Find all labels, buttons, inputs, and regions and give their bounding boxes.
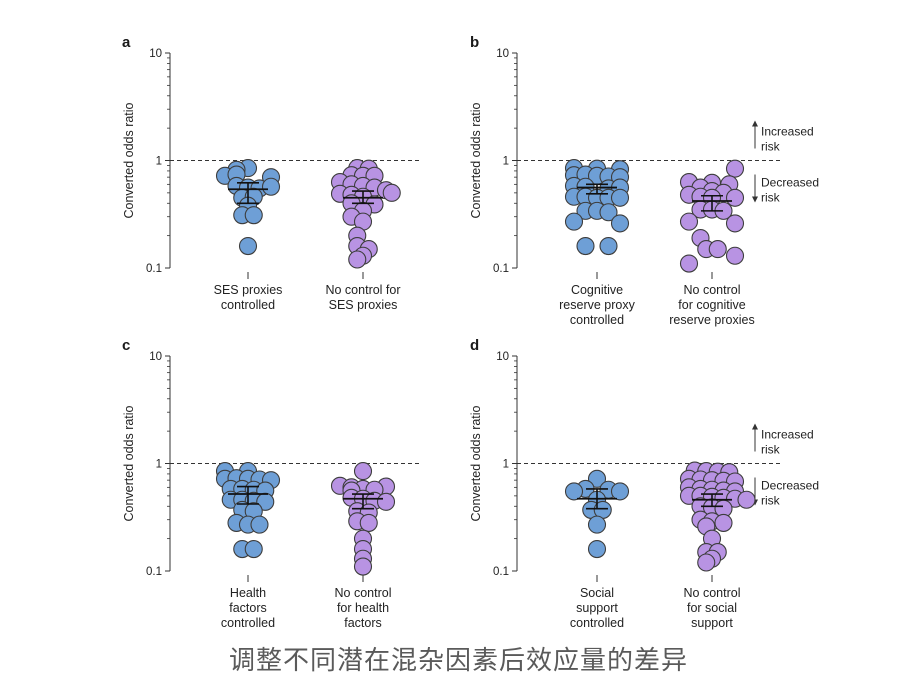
decreased-risk-label: Decreased [761, 176, 819, 190]
y-tick-label: 0.1 [493, 263, 509, 275]
x-tick-label: reserve proxy [559, 298, 635, 312]
data-point [599, 203, 618, 222]
y-tick-label: 10 [496, 351, 509, 363]
data-point [376, 492, 396, 511]
data-point [353, 462, 373, 481]
panel-letter: a [122, 34, 131, 51]
decreased-risk-label: risk [761, 191, 781, 205]
data-point [599, 237, 618, 256]
y-tick-label: 0.1 [493, 566, 509, 578]
x-tick-label: SES proxies [329, 298, 398, 312]
increased-risk-label: risk [761, 140, 781, 154]
y-tick-label: 10 [149, 48, 162, 60]
x-tick-label: controlled [221, 298, 275, 312]
y-tick-label: 1 [503, 156, 509, 168]
panel-letter: c [122, 337, 130, 354]
x-tick-label: No control for [325, 283, 400, 297]
x-tick-label: factors [344, 616, 382, 630]
y-axis-label: Converted odds ratio [469, 405, 483, 521]
data-point [348, 250, 367, 269]
x-tick-label: Cognitive [571, 283, 623, 297]
decreased-risk-label: risk [761, 494, 781, 508]
x-tick-label: for health [337, 601, 389, 615]
data-point [244, 206, 263, 225]
panel-letter: b [470, 34, 479, 51]
decreased-risk-arrowhead [752, 196, 758, 203]
data-point [725, 214, 745, 233]
x-tick-label: Social [580, 586, 614, 600]
y-tick-label: 1 [503, 459, 509, 471]
y-tick-label: 1 [156, 156, 162, 168]
caption: 调整不同潜在混杂因素后效应量的差异 [228, 646, 688, 676]
y-tick-label: 0.1 [146, 263, 162, 275]
data-point [610, 188, 630, 207]
data-point [564, 212, 584, 231]
x-tick-label: No control [684, 586, 741, 600]
data-point [737, 490, 756, 509]
data-point [382, 183, 401, 202]
x-tick-label: support [691, 616, 733, 630]
data-point [564, 482, 584, 501]
data-point [697, 553, 716, 572]
increased-risk-label: Increased [761, 428, 814, 442]
data-point [587, 469, 607, 488]
y-axis-label: Converted odds ratio [122, 102, 136, 218]
data-point [725, 246, 745, 265]
data-point [244, 540, 263, 559]
data-point [679, 212, 699, 231]
data-point [587, 515, 607, 534]
data-point [714, 513, 733, 532]
y-tick-label: 0.1 [146, 566, 162, 578]
y-tick-label: 10 [496, 48, 509, 60]
x-tick-label: controlled [570, 616, 624, 630]
x-tick-label: support [576, 601, 618, 615]
increased-risk-label: Increased [761, 125, 814, 139]
x-tick-label: Health [230, 586, 266, 600]
data-point [359, 513, 378, 532]
increased-risk-label: risk [761, 443, 781, 457]
x-tick-label: controlled [570, 313, 624, 327]
x-tick-label: No control [684, 283, 741, 297]
x-tick-label: controlled [221, 616, 275, 630]
x-tick-label: for social [687, 601, 737, 615]
increased-risk-arrowhead [752, 120, 758, 127]
data-point [238, 237, 258, 256]
x-tick-label: for cognitive [678, 298, 745, 312]
data-point [725, 159, 745, 178]
data-point [610, 214, 630, 233]
y-axis-label: Converted odds ratio [469, 102, 483, 218]
data-point [576, 237, 595, 256]
increased-risk-arrowhead [752, 423, 758, 430]
y-tick-label: 10 [149, 351, 162, 363]
x-tick-label: factors [229, 601, 267, 615]
x-tick-label: No control [335, 586, 392, 600]
x-tick-label: reserve proxies [669, 313, 754, 327]
y-tick-label: 1 [156, 459, 162, 471]
x-tick-label: SES proxies [214, 283, 283, 297]
decreased-risk-label: Decreased [761, 479, 819, 493]
y-axis-label: Converted odds ratio [122, 405, 136, 521]
data-point [353, 557, 373, 576]
data-point [725, 188, 745, 207]
data-point [610, 482, 630, 501]
data-point [587, 540, 607, 559]
panel-letter: d [470, 337, 479, 354]
data-point [679, 254, 699, 273]
data-point [708, 240, 727, 259]
data-point [250, 515, 269, 534]
data-point [261, 177, 281, 196]
